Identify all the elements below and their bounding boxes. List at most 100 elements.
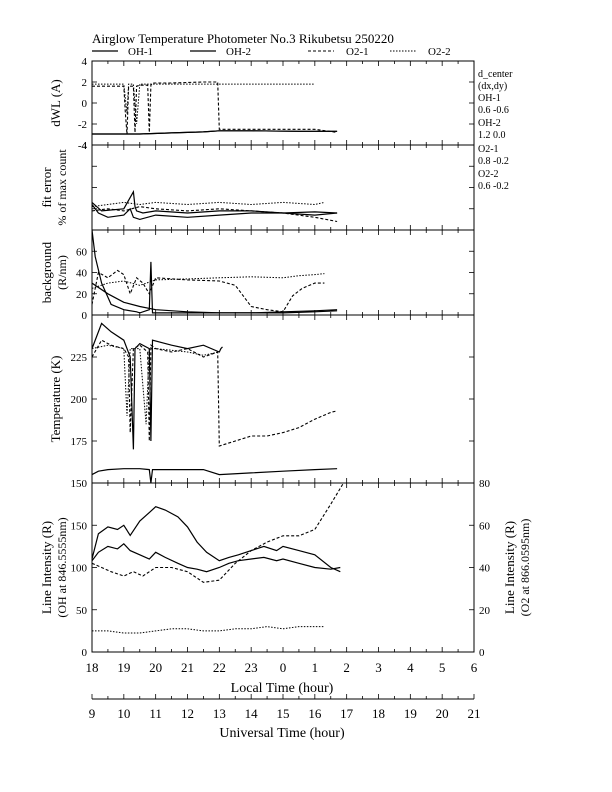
y-tick-label: 4 xyxy=(82,140,88,152)
y-axis-sublabel: (R/nm) xyxy=(55,255,69,290)
y-tick-label: 20 xyxy=(76,289,88,301)
local-time-tick-label: 3 xyxy=(375,660,382,675)
y-right-tick-label: 80 xyxy=(479,478,491,490)
y-axis-sublabel: (OH at 846.5555nm) xyxy=(55,517,69,617)
universal-time-tick-label: 13 xyxy=(213,706,226,721)
y-tick-label: 0 xyxy=(82,310,88,322)
y-axis-label: fit error xyxy=(39,167,54,208)
series-line-oh-1 xyxy=(92,506,341,573)
center-info-value: 1.2 0.0 xyxy=(478,130,506,141)
y-tick-label: -2 xyxy=(78,119,87,131)
center-info-name: OH-2 xyxy=(478,118,501,129)
legend-label-o2-2: O2-2 xyxy=(428,46,451,58)
series-line-oh-2 xyxy=(92,322,223,450)
universal-time-tick-label: 15 xyxy=(277,706,290,721)
y-tick-label: 150 xyxy=(71,520,88,532)
panel-background: 0 20 40 60 background (R/nm) xyxy=(39,229,475,322)
y-tick-label: 50 xyxy=(76,605,88,617)
y-tick-label: 2 xyxy=(82,77,88,89)
y-tick-label: 0 xyxy=(82,647,88,659)
center-info-value: 0.6 -0.6 xyxy=(478,105,509,116)
y-axis-label: Temperature (K) xyxy=(48,356,63,443)
center-info-value: 0.8 -0.2 xyxy=(478,156,509,167)
local-time-tick-label: 5 xyxy=(439,660,446,675)
center-info-name: OH-1 xyxy=(478,93,501,104)
local-time-tick-label: 4 xyxy=(407,660,414,675)
local-time-tick-label: 20 xyxy=(149,660,162,675)
series-line-oh-1 xyxy=(92,468,338,483)
y-right-tick-label: 40 xyxy=(479,563,491,575)
panel-dwl: 4 2 0 -2 -4 dWL (A) xyxy=(48,56,475,152)
y-right-tick-label: 0 xyxy=(479,647,485,659)
center-info-name: O2-2 xyxy=(478,169,499,180)
local-time-tick-label: 18 xyxy=(86,660,99,675)
y-tick-label: 175 xyxy=(71,436,88,448)
local-time-label: Local Time (hour) xyxy=(231,681,334,696)
universal-time-tick-label: 20 xyxy=(436,706,449,721)
universal-time-tick-label: 12 xyxy=(181,706,194,721)
universal-time-tick-label: 10 xyxy=(117,706,130,721)
series-line-o2-1 xyxy=(92,269,325,313)
time-axes: Local Time (hour) Universal Time (hour) … xyxy=(86,660,481,741)
y-tick-label: 40 xyxy=(76,268,88,280)
universal-time-tick-label: 16 xyxy=(308,706,322,721)
series-line-o2-2 xyxy=(92,626,325,634)
universal-time-tick-label: 11 xyxy=(149,706,162,721)
center-offset-info: d_center (dx,dy) OH-10.6 -0.6 OH-21.2 0.0… xyxy=(478,69,513,192)
local-time-tick-label: 23 xyxy=(245,660,258,675)
y-tick-label: 60 xyxy=(76,246,88,258)
universal-time-tick-label: 19 xyxy=(404,706,417,721)
series-line-o2-1 xyxy=(92,339,338,447)
local-time-tick-label: 21 xyxy=(181,660,194,675)
y-tick-label: 0 xyxy=(82,98,88,110)
series-line-oh-2 xyxy=(92,542,341,573)
y-right-axis-label: Line Intensity (R) xyxy=(502,521,517,614)
series-line-o2-2 xyxy=(92,344,220,425)
panel-fit_error: 4 fit error% of max count xyxy=(39,140,475,231)
local-time-tick-label: 0 xyxy=(280,660,287,675)
universal-time-tick-label: 14 xyxy=(245,706,259,721)
center-info-title: d_center xyxy=(478,69,513,80)
local-time-tick-label: 22 xyxy=(213,660,226,675)
series-line-o2-1 xyxy=(92,206,338,223)
series-line-oh-1 xyxy=(92,204,338,221)
panel-temperature: 150 175 200 225 Temperature (K) xyxy=(48,314,475,490)
universal-time-tick-label: 21 xyxy=(468,706,481,721)
panel-frame xyxy=(91,60,475,146)
series-line-o2-2 xyxy=(92,273,325,289)
y-tick-label: 100 xyxy=(71,563,88,575)
local-time-tick-label: 6 xyxy=(471,660,478,675)
y-right-tick-label: 20 xyxy=(479,605,491,617)
universal-time-label: Universal Time (hour) xyxy=(219,726,345,741)
y-tick-label: 4 xyxy=(82,56,88,68)
series-line-o2-2 xyxy=(92,83,315,125)
chart-title: Airglow Temperature Photometer No.3 Riku… xyxy=(92,31,394,46)
local-time-tick-label: 19 xyxy=(117,660,130,675)
legend-label-oh-1: OH-1 xyxy=(128,46,153,58)
panel-frame xyxy=(91,314,475,484)
y-right-tick-label: 60 xyxy=(479,520,491,532)
y-axis-label: Line Intensity (R) xyxy=(39,521,54,614)
panel-frame xyxy=(91,482,475,653)
y-tick-label: 200 xyxy=(71,394,88,406)
y-right-axis-sublabel: (O2 at 866.0595nm) xyxy=(518,519,532,617)
series-line-oh-2 xyxy=(92,130,338,135)
y-axis-sublabel: % of max count xyxy=(55,149,69,226)
y-tick-label: 225 xyxy=(71,352,88,364)
series-line-o2-2 xyxy=(92,201,325,208)
series-line-oh-2 xyxy=(92,282,338,314)
universal-time-tick-label: 9 xyxy=(89,706,96,721)
legend-label-oh-2: OH-2 xyxy=(226,46,251,58)
universal-time-tick-label: 17 xyxy=(340,706,354,721)
center-info-subtitle: (dx,dy) xyxy=(478,81,507,92)
center-info-value: 0.6 -0.2 xyxy=(478,181,509,192)
y-tick-label: -4 xyxy=(78,140,88,152)
series-line-o2-1 xyxy=(92,483,344,583)
chart-legend: OH-1 OH-2 O2-1 O2-2 xyxy=(92,46,451,58)
local-time-tick-label: 2 xyxy=(343,660,350,675)
y-axis-label: background xyxy=(39,241,54,303)
legend-label-o2-1: O2-1 xyxy=(346,46,369,58)
